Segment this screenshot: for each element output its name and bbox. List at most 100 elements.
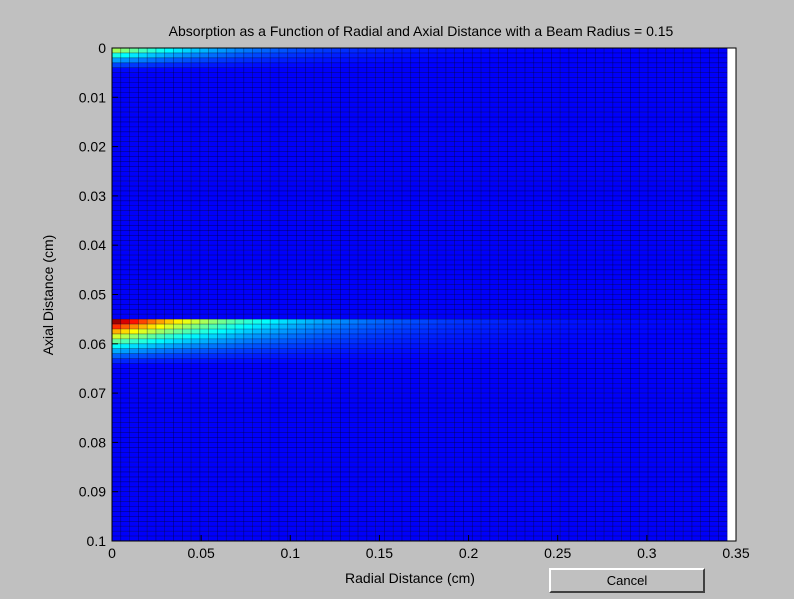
heatmap-cell — [595, 319, 605, 325]
heatmap-cell — [287, 388, 297, 394]
heatmap-cell — [331, 97, 341, 103]
heatmap-cell — [217, 264, 227, 271]
heatmap-cell — [533, 171, 543, 177]
heatmap-cell — [410, 358, 420, 364]
heatmap-cell — [173, 48, 183, 54]
heatmap-cell — [718, 358, 728, 364]
heatmap-cell — [498, 107, 508, 113]
heatmap-cell — [612, 309, 622, 315]
heatmap-cell — [366, 269, 376, 275]
heatmap-cell — [393, 97, 403, 103]
heatmap-cell — [173, 373, 183, 379]
heatmap-cell — [648, 92, 657, 98]
heatmap-cell — [305, 205, 315, 211]
heatmap-cell — [314, 67, 324, 73]
heatmap-cell — [384, 343, 394, 349]
heatmap-cell — [322, 373, 332, 379]
heatmap-cell — [410, 92, 420, 98]
heatmap-cell — [147, 117, 157, 123]
heatmap-cell — [164, 146, 174, 152]
heatmap-cell — [630, 368, 640, 374]
heatmap-cell — [129, 131, 139, 137]
heatmap-cell — [147, 176, 157, 182]
heatmap-cell — [375, 309, 385, 315]
heatmap-cell — [507, 190, 517, 197]
heatmap-cell — [472, 250, 482, 256]
heatmap-cell — [120, 52, 130, 59]
heatmap-cell — [287, 240, 297, 246]
heatmap-cell — [147, 368, 157, 374]
heatmap-cell — [120, 48, 130, 54]
heatmap-cell — [322, 112, 332, 118]
heatmap-cell — [700, 200, 710, 206]
heatmap-cell — [595, 102, 605, 108]
heatmap-cell — [454, 388, 464, 394]
heatmap-cell — [709, 131, 719, 137]
heatmap-cell — [595, 171, 605, 177]
heatmap-cell — [533, 373, 543, 379]
heatmap-cell — [445, 235, 455, 241]
heatmap-cell — [463, 112, 473, 118]
heatmap-cell — [138, 324, 148, 330]
heatmap-cell — [533, 146, 543, 152]
heatmap-cell — [235, 250, 245, 256]
heatmap-cell — [674, 299, 684, 305]
heatmap-cell — [270, 121, 280, 128]
heatmap-cell — [674, 141, 684, 147]
heatmap-cell — [182, 131, 192, 137]
heatmap-cell — [691, 309, 701, 315]
heatmap-cell — [182, 353, 192, 359]
heatmap-cell — [656, 136, 666, 142]
heatmap-cell — [226, 82, 236, 88]
heatmap-cell — [560, 67, 570, 73]
heatmap-cell — [217, 210, 227, 216]
heatmap-cell — [173, 146, 183, 152]
heatmap-cell — [507, 373, 517, 379]
heatmap-cell — [322, 269, 332, 275]
heatmap-cell — [621, 373, 631, 379]
heatmap-cell — [472, 294, 482, 300]
heatmap-cell — [472, 393, 482, 399]
heatmap-cell — [463, 151, 473, 157]
heatmap-cell — [366, 121, 376, 128]
heatmap-cell — [472, 388, 482, 394]
heatmap-cell — [322, 102, 332, 108]
heatmap-cell — [498, 259, 508, 266]
heatmap-cell — [648, 136, 657, 142]
heatmap-cell — [147, 225, 157, 231]
heatmap-cell — [191, 52, 201, 59]
heatmap-cell — [287, 230, 297, 236]
heatmap-cell — [393, 309, 403, 315]
heatmap-cell — [138, 225, 148, 231]
heatmap-cell — [349, 107, 359, 113]
heatmap-cell — [463, 378, 473, 384]
heatmap-cell — [498, 319, 508, 325]
heatmap-cell — [366, 245, 376, 251]
heatmap-cell — [604, 289, 614, 295]
heatmap-cell — [498, 373, 508, 379]
heatmap-cell — [630, 72, 640, 78]
heatmap-cell — [683, 299, 693, 305]
heatmap-cell — [208, 181, 218, 187]
heatmap-cell — [691, 329, 701, 335]
heatmap-cell — [481, 146, 491, 152]
heatmap-cell — [542, 230, 552, 236]
heatmap-cell — [419, 67, 429, 73]
heatmap-cell — [164, 156, 174, 162]
heatmap-cell — [366, 131, 376, 137]
heatmap-cell — [261, 274, 271, 280]
heatmap-cell — [639, 77, 649, 83]
heatmap-cell — [366, 220, 376, 226]
heatmap-cell — [489, 284, 499, 290]
heatmap-cell — [700, 82, 710, 88]
heatmap-cell — [463, 309, 473, 315]
heatmap-cell — [560, 107, 570, 113]
heatmap-cell — [208, 48, 218, 54]
heatmap-cell — [639, 373, 649, 379]
heatmap-cell — [542, 121, 552, 128]
heatmap-cell — [296, 388, 306, 394]
heatmap-cell — [595, 225, 605, 231]
heatmap-cell — [226, 151, 236, 157]
heatmap-cell — [296, 314, 306, 320]
heatmap-cell — [173, 363, 183, 369]
